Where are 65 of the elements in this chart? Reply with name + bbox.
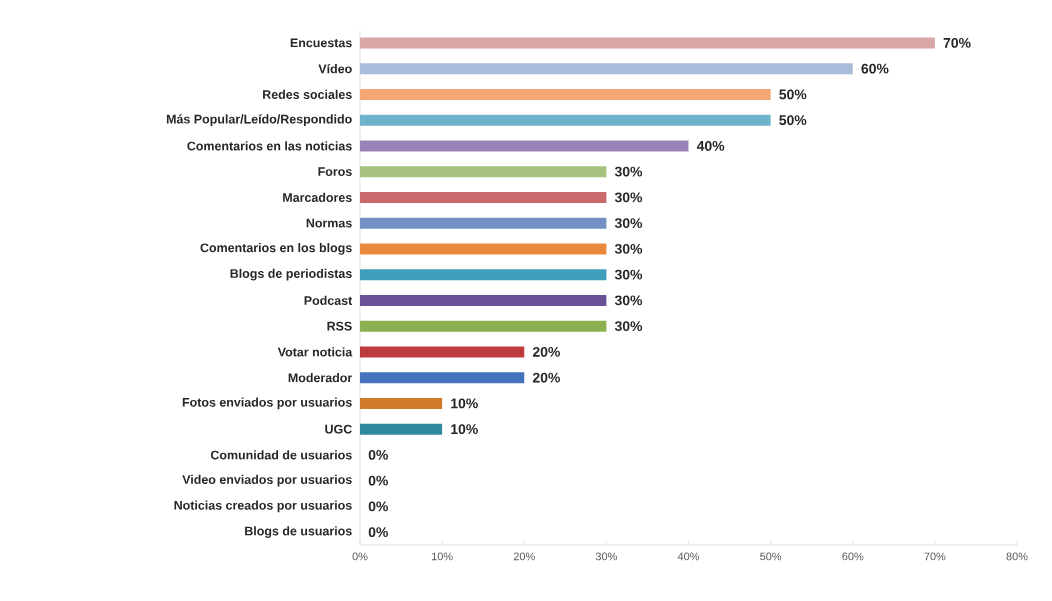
- x-tick-label: 60%: [842, 552, 864, 561]
- x-tick-label: 10%: [431, 552, 453, 561]
- y-tick-label: Normas: [306, 218, 352, 228]
- y-tick-label: Blogs de periodistas: [230, 268, 352, 281]
- data-label: 30%: [614, 295, 643, 306]
- bar: [360, 397, 443, 409]
- y-tick-label: Foros: [318, 167, 352, 176]
- y-tick-label: Marcadores: [283, 192, 352, 202]
- data-label: 0%: [368, 475, 388, 486]
- bar: [360, 346, 525, 358]
- x-tick-label: 20%: [513, 552, 535, 561]
- y-tick-label: Redes sociales: [263, 89, 352, 99]
- data-label: 30%: [614, 269, 643, 280]
- x-tick-label: 30%: [595, 552, 617, 561]
- data-label: 40%: [696, 140, 725, 151]
- y-tick-label: RSS: [327, 321, 352, 331]
- data-label: 30%: [614, 243, 643, 254]
- bar: [360, 320, 607, 332]
- y-tick-label: Encuestas: [290, 38, 352, 48]
- y-tick-label: Votar noticia: [277, 347, 353, 357]
- data-label: 70%: [943, 37, 971, 48]
- data-label: 0%: [368, 449, 388, 460]
- y-tick-label: Comentarios en los blogs: [200, 243, 352, 255]
- y-tick-label: Noticias creados por usuarios: [174, 500, 352, 513]
- data-label: 0%: [368, 501, 388, 512]
- data-label: 50%: [779, 89, 807, 100]
- y-tick-label: Comunidad de usuarios: [210, 450, 352, 460]
- data-label: 30%: [614, 321, 643, 332]
- bar: [360, 423, 443, 435]
- x-tick-label: 70%: [924, 552, 946, 561]
- bar: [360, 191, 607, 203]
- bar: [360, 114, 771, 126]
- bar: [360, 269, 607, 281]
- data-label: 20%: [532, 346, 560, 357]
- bar: [360, 372, 525, 384]
- bar: [360, 217, 607, 229]
- x-tick-label: 0%: [352, 552, 368, 561]
- bar: [360, 37, 935, 49]
- y-tick-label: Más Popular/Leído/Respondido: [166, 114, 352, 126]
- data-label: 10%: [451, 398, 478, 409]
- y-tick-label: Fotos enviados por usuarios: [182, 397, 352, 410]
- data-label: 30%: [614, 166, 643, 177]
- data-label: 60%: [861, 63, 889, 74]
- y-tick-label: Comentarios en las noticias: [187, 141, 352, 151]
- y-tick-label: Moderador: [288, 373, 353, 383]
- data-label: 30%: [614, 192, 643, 203]
- data-label: 0%: [368, 527, 388, 538]
- bar: [360, 63, 853, 75]
- x-tick-label: 40%: [677, 552, 700, 561]
- y-tick-label: UGC: [325, 424, 352, 434]
- data-label: 30%: [614, 218, 643, 229]
- x-tick-label: 50%: [760, 552, 782, 561]
- y-tick-label: Blogs de usuarios: [245, 526, 352, 538]
- y-tick-label: Vídeo: [318, 63, 352, 74]
- data-label: 20%: [532, 372, 560, 383]
- bar: [360, 294, 607, 306]
- y-tick-label: Video enviados por usuarios: [182, 474, 352, 487]
- y-tick-label: Podcast: [304, 295, 353, 305]
- bar: [360, 140, 689, 152]
- bar: [360, 88, 771, 100]
- x-tick-label: 80%: [1006, 552, 1028, 561]
- bar: [360, 243, 607, 255]
- bar: [360, 166, 607, 178]
- data-label: 50%: [779, 115, 807, 126]
- data-label: 10%: [451, 424, 478, 435]
